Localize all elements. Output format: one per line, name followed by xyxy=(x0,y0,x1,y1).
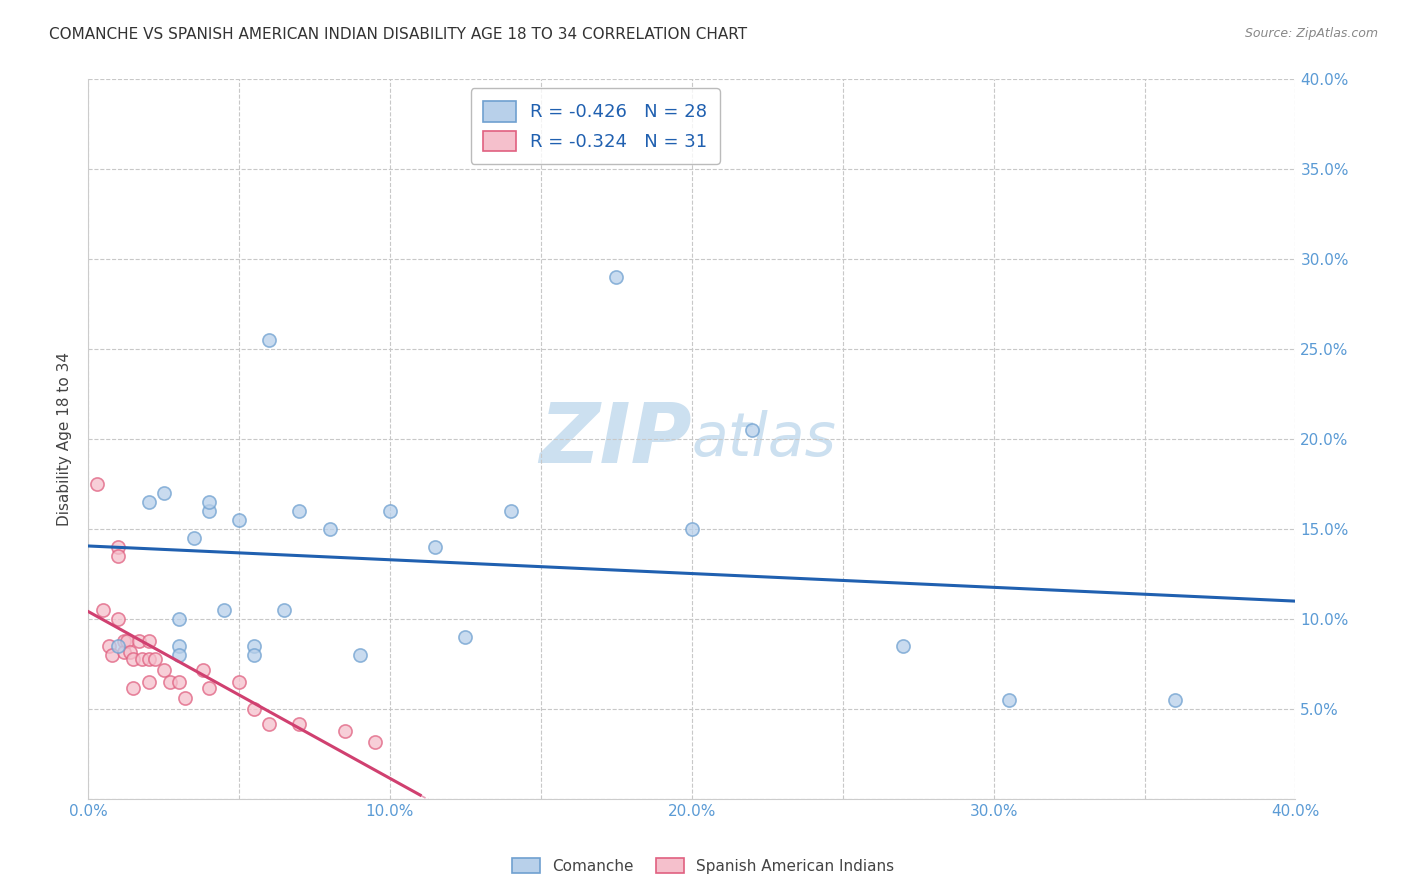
Point xyxy=(143,651,166,665)
Point xyxy=(228,675,250,690)
Point xyxy=(378,504,401,518)
Point xyxy=(425,540,447,554)
Point xyxy=(198,504,221,518)
Point xyxy=(107,540,129,554)
Point xyxy=(107,612,129,626)
Point xyxy=(273,603,295,617)
Point xyxy=(333,723,356,738)
Point xyxy=(138,651,160,665)
Point xyxy=(91,603,114,617)
Point xyxy=(138,633,160,648)
Point xyxy=(288,504,311,518)
Text: ZIP: ZIP xyxy=(538,399,692,480)
Point xyxy=(107,549,129,563)
Point xyxy=(891,639,914,653)
Point xyxy=(257,333,280,347)
Point xyxy=(167,675,190,690)
Point xyxy=(997,693,1019,707)
Point xyxy=(318,522,340,536)
Y-axis label: Disability Age 18 to 34: Disability Age 18 to 34 xyxy=(58,352,72,526)
Point xyxy=(107,639,129,653)
Point xyxy=(122,651,145,665)
Point xyxy=(212,603,235,617)
Point xyxy=(499,504,522,518)
Point xyxy=(681,522,703,536)
Point xyxy=(173,691,195,706)
Text: atlas: atlas xyxy=(692,410,837,468)
Point xyxy=(138,675,160,690)
Point xyxy=(152,663,174,677)
Point xyxy=(243,702,266,716)
Point xyxy=(364,734,387,748)
Point xyxy=(183,531,205,545)
Point xyxy=(198,681,221,695)
Point xyxy=(605,270,627,285)
Point xyxy=(243,648,266,662)
Point xyxy=(152,486,174,500)
Point xyxy=(131,651,153,665)
Point xyxy=(198,495,221,509)
Point xyxy=(191,663,214,677)
Point xyxy=(101,648,124,662)
Point xyxy=(167,639,190,653)
Point xyxy=(112,644,135,658)
Point xyxy=(159,675,181,690)
Text: Source: ZipAtlas.com: Source: ZipAtlas.com xyxy=(1244,27,1378,40)
Point xyxy=(243,639,266,653)
Point xyxy=(98,639,121,653)
Point xyxy=(167,648,190,662)
Point xyxy=(117,633,139,648)
Point xyxy=(741,423,763,437)
Point xyxy=(138,495,160,509)
Point xyxy=(257,716,280,731)
Point xyxy=(454,630,477,644)
Text: COMANCHE VS SPANISH AMERICAN INDIAN DISABILITY AGE 18 TO 34 CORRELATION CHART: COMANCHE VS SPANISH AMERICAN INDIAN DISA… xyxy=(49,27,748,42)
Point xyxy=(120,644,142,658)
Point xyxy=(1164,693,1187,707)
Point xyxy=(122,681,145,695)
Point xyxy=(112,633,135,648)
Point xyxy=(288,716,311,731)
Point xyxy=(349,648,371,662)
Point xyxy=(167,612,190,626)
Legend: Comanche, Spanish American Indians: Comanche, Spanish American Indians xyxy=(506,852,900,880)
Point xyxy=(86,477,108,491)
Point xyxy=(128,633,150,648)
Legend: R = -0.426   N = 28, R = -0.324   N = 31: R = -0.426 N = 28, R = -0.324 N = 31 xyxy=(471,88,720,164)
Point xyxy=(228,513,250,527)
